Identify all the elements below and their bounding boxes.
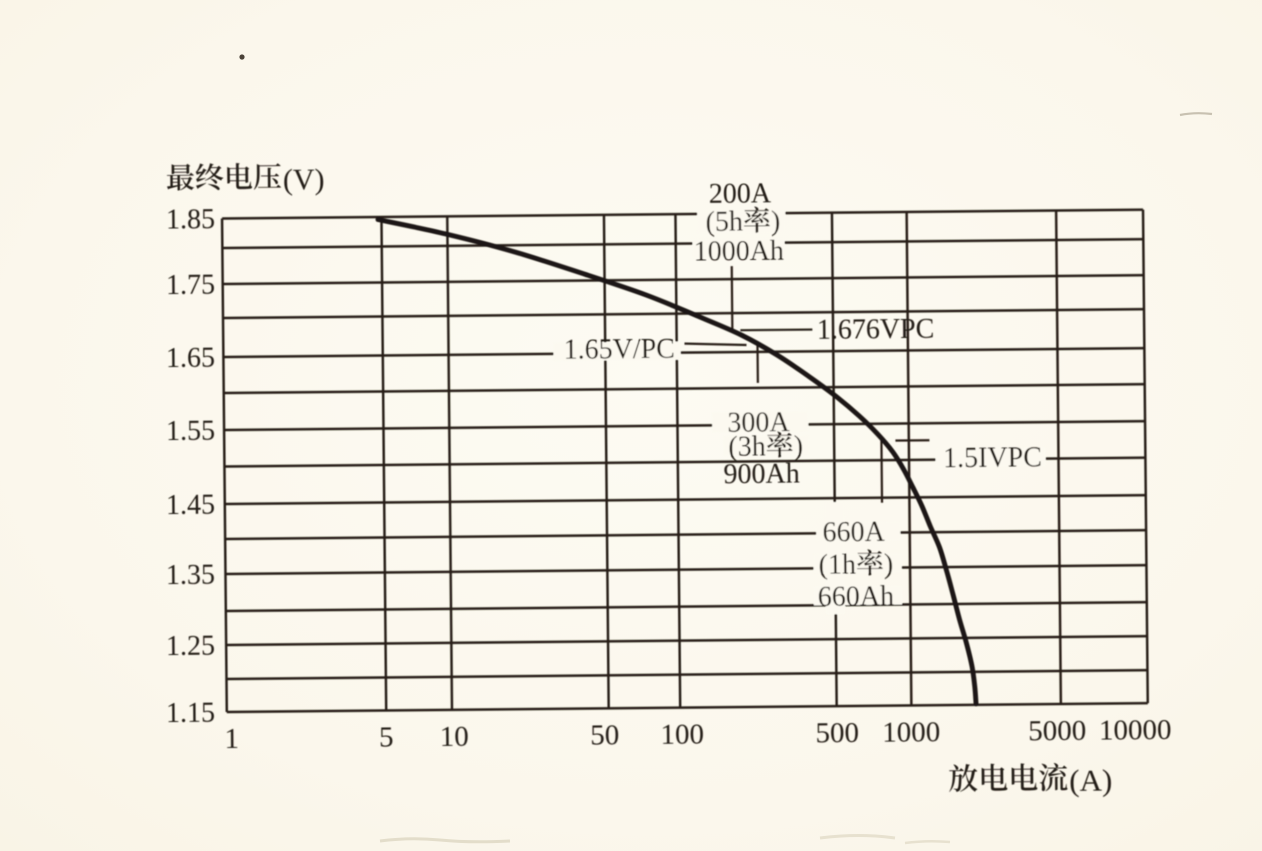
svg-text:1.25: 1.25 <box>166 631 215 662</box>
svg-text:): ) <box>794 431 804 462</box>
svg-text:660A: 660A <box>822 517 885 549</box>
svg-text:1.35: 1.35 <box>166 560 215 591</box>
svg-text:500: 500 <box>815 717 859 749</box>
svg-text:1.15: 1.15 <box>166 698 215 729</box>
svg-text:1.75: 1.75 <box>166 270 215 301</box>
svg-text:(1h: (1h <box>818 549 856 580</box>
svg-text:1000Ah: 1000Ah <box>694 236 785 268</box>
svg-text:1: 1 <box>224 723 239 755</box>
svg-text:900Ah: 900Ah <box>723 459 800 491</box>
svg-text:10: 10 <box>440 721 469 753</box>
svg-text:1000: 1000 <box>882 716 940 749</box>
svg-text:1.55: 1.55 <box>166 416 215 447</box>
svg-text:1.85: 1.85 <box>166 204 215 235</box>
svg-text:200A: 200A <box>709 178 772 210</box>
svg-text:660Ah: 660Ah <box>818 581 895 613</box>
svg-text:1.65V/PC: 1.65V/PC <box>563 333 675 365</box>
svg-text:100: 100 <box>660 718 704 750</box>
svg-text:(A): (A) <box>1069 763 1112 798</box>
svg-text:10000: 10000 <box>1099 714 1172 747</box>
svg-text:1.45: 1.45 <box>166 490 215 521</box>
svg-text:): ) <box>771 206 781 237</box>
svg-text:): ) <box>884 549 894 580</box>
svg-text:1.676VPC: 1.676VPC <box>817 314 935 346</box>
svg-text:1.5IVPC: 1.5IVPC <box>943 442 1042 474</box>
svg-text:5: 5 <box>379 721 394 753</box>
svg-text:(3h: (3h <box>728 431 766 462</box>
svg-text:(V): (V) <box>283 163 325 196</box>
svg-text:50: 50 <box>590 719 619 751</box>
svg-text:5000: 5000 <box>1028 715 1086 748</box>
svg-text:1.65: 1.65 <box>166 343 215 374</box>
svg-text:(5h: (5h <box>705 207 743 238</box>
